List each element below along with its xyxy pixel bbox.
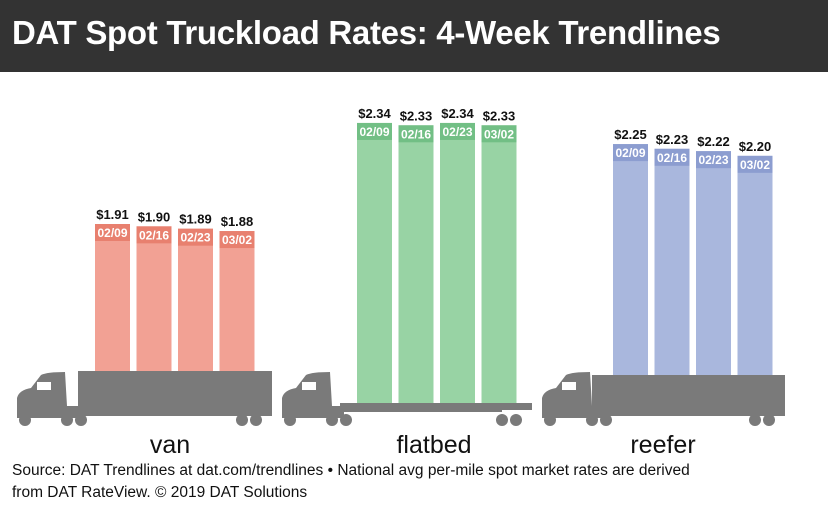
truck-wheel [236, 414, 248, 426]
footer-source-line-1: Source: DAT Trendlines at dat.com/trendl… [12, 462, 690, 479]
flatbed-value-label: $2.33 [400, 108, 433, 123]
reefer-date-label: 03/02 [740, 158, 770, 172]
flatbed-value-label: $2.34 [441, 106, 474, 121]
truck-wheel [586, 414, 598, 426]
truck-window [302, 382, 316, 390]
van-date-label: 02/09 [97, 226, 127, 240]
van-value-label: $1.88 [221, 214, 254, 229]
reefer-value-label: $2.23 [656, 132, 689, 147]
flatbed-date-band [440, 122, 475, 140]
title-bar: DAT Spot Truckload Rates: 4-Week Trendli… [0, 0, 828, 72]
van-bar-03/02 [219, 231, 255, 371]
van-date-band [178, 228, 213, 246]
truck-wheel [544, 414, 556, 426]
flatbed-date-band [398, 125, 434, 143]
van-date-band [95, 224, 130, 241]
flatbed-date-label: 02/09 [359, 125, 389, 139]
truck-wheel [600, 414, 612, 426]
truck-wheel [340, 414, 352, 426]
truck-wheel [326, 414, 338, 426]
truck-wheel [496, 414, 508, 426]
truck-window [562, 382, 576, 390]
truck-wheel [510, 414, 522, 426]
truck-wheel [61, 414, 73, 426]
flatbed-truck-icon [282, 372, 532, 426]
reefer-date-label: 02/09 [615, 146, 645, 160]
group-van: 02/09 $1.91 02/16 $1.90 02/23 $1.89 03/02 $1.88… [17, 207, 272, 459]
reefer-date-band [654, 148, 690, 166]
van-date-label: 02/16 [139, 228, 169, 242]
group-flatbed: 02/09 $2.34 02/16 $2.33 02/23 $2.34 03/02 $2.33… [282, 106, 532, 459]
flatbed-value-label: $2.33 [483, 108, 516, 123]
reefer-date-label: 02/16 [657, 151, 687, 165]
reefer-bar-02/23 [696, 151, 731, 375]
reefer-date-label: 02/23 [698, 153, 728, 167]
van-category-label: van [150, 431, 190, 459]
truck-wheel [284, 414, 296, 426]
flatbed-value-label: $2.34 [358, 106, 391, 121]
flatbed-bar-02/23 [440, 122, 475, 403]
truck-cab [282, 372, 344, 418]
group-reefer: 02/09 $2.25 02/16 $2.23 02/23 $2.22 03/02 $2.20… [542, 127, 785, 459]
flatbed-bar-02/09 [357, 122, 392, 403]
reefer-date-band [737, 155, 773, 173]
flatbed-bar-03/02 [481, 125, 517, 404]
truck-frame [330, 406, 502, 412]
truck-trailer [592, 375, 785, 416]
flatbed-category-label: flatbed [396, 431, 471, 459]
truck-wheel [763, 414, 775, 426]
reefer-value-label: $2.20 [739, 139, 772, 154]
van-bar-02/23 [178, 228, 213, 371]
flatbed-date-label: 02/16 [401, 127, 431, 141]
van-truck-icon [17, 371, 272, 426]
flatbed-date-band [481, 125, 517, 143]
van-value-label: $1.91 [96, 207, 129, 222]
van-date-label: 03/02 [222, 233, 252, 247]
footer-source-line-2: from DAT RateView. © 2019 DAT Solutions [12, 484, 308, 501]
reefer-category-label: reefer [630, 431, 695, 459]
flatbed-date-label: 02/23 [442, 125, 472, 139]
truck-wheel [19, 414, 31, 426]
van-value-label: $1.89 [179, 212, 212, 227]
truck-wheel [75, 414, 87, 426]
van-bar-02/09 [95, 224, 130, 371]
reefer-date-band [613, 144, 648, 162]
reefer-date-band [696, 151, 731, 169]
reefer-bar-02/09 [613, 144, 648, 375]
truck-cab [17, 372, 79, 418]
reefer-value-label: $2.22 [697, 134, 730, 149]
flatbed-bar-02/16 [398, 125, 434, 404]
truck-trailer [78, 371, 272, 416]
reefer-value-label: $2.25 [614, 127, 647, 142]
van-date-band [136, 226, 172, 244]
chart-title: DAT Spot Truckload Rates: 4-Week Trendli… [12, 14, 721, 51]
truck-wheel [749, 414, 761, 426]
reefer-bar-02/16 [654, 148, 690, 375]
flatbed-date-label: 03/02 [484, 127, 514, 141]
van-value-label: $1.90 [138, 209, 171, 224]
truck-wheel [250, 414, 262, 426]
truck-window [37, 382, 51, 390]
van-bar-02/16 [136, 226, 172, 371]
flatbed-date-band [357, 122, 392, 140]
truck-cab [542, 372, 604, 418]
reefer-bar-03/02 [737, 155, 773, 375]
reefer-truck-icon [542, 372, 785, 426]
van-date-band [219, 231, 255, 249]
van-date-label: 02/23 [180, 231, 210, 245]
